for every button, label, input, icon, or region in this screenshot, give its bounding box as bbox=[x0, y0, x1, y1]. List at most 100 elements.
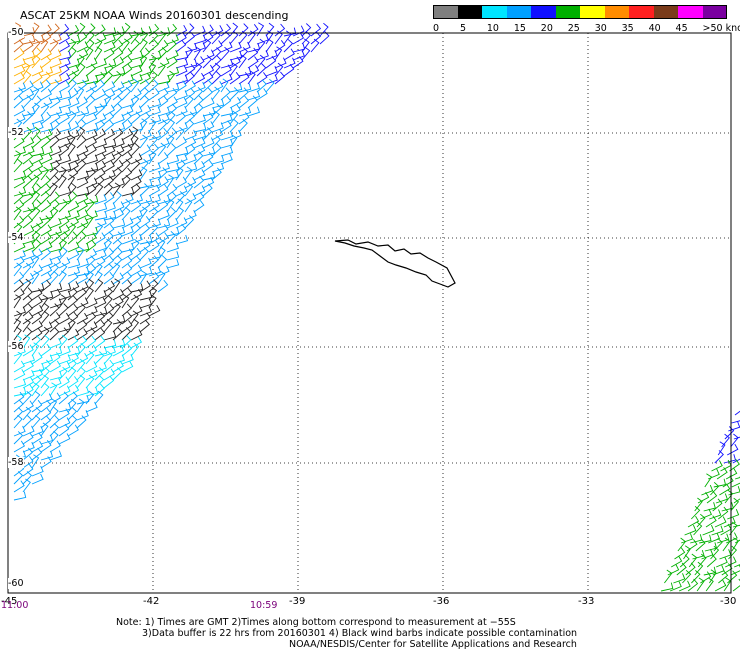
wind-barb bbox=[247, 64, 260, 77]
wind-barb bbox=[121, 263, 133, 277]
wind-barb bbox=[220, 58, 234, 69]
wind-barb bbox=[723, 454, 737, 464]
wind-barb bbox=[58, 385, 71, 397]
wind-barb bbox=[58, 199, 69, 213]
wind-barb bbox=[31, 86, 40, 101]
wind-barb bbox=[67, 167, 79, 181]
wind-barb bbox=[211, 47, 222, 61]
wind-barb bbox=[202, 127, 213, 141]
wind-barb bbox=[175, 234, 189, 245]
wind-barb bbox=[13, 271, 25, 285]
wind-barb bbox=[103, 280, 116, 293]
wind-barb bbox=[166, 103, 177, 117]
wind-barb bbox=[22, 80, 34, 93]
wind-barb bbox=[22, 160, 34, 173]
wind-barb bbox=[49, 66, 62, 77]
wind-barb bbox=[76, 74, 90, 85]
wind-barb bbox=[103, 192, 115, 205]
lat-label-58: -58 bbox=[8, 457, 24, 468]
wind-barb bbox=[13, 310, 23, 325]
wind-barb bbox=[686, 539, 698, 552]
wind-barb bbox=[67, 216, 80, 229]
wind-barb bbox=[121, 255, 133, 269]
wind-barb bbox=[202, 137, 215, 149]
wind-barb bbox=[229, 129, 242, 141]
wind-barb bbox=[121, 138, 134, 149]
wind-barb bbox=[94, 249, 107, 261]
wind-barb bbox=[166, 39, 177, 53]
wind-barb bbox=[676, 562, 687, 576]
lat-label-54: -54 bbox=[8, 232, 24, 243]
wind-barb bbox=[247, 47, 259, 61]
legend-swatch bbox=[653, 5, 678, 19]
wind-barb bbox=[49, 175, 60, 189]
wind-barb bbox=[76, 107, 90, 117]
wind-barb bbox=[139, 87, 150, 101]
wind-barb bbox=[184, 71, 195, 85]
wind-barb bbox=[238, 72, 250, 85]
wind-barb bbox=[40, 191, 51, 205]
wind-barb bbox=[696, 577, 705, 592]
wind-barb bbox=[184, 111, 195, 125]
wind-barb bbox=[22, 94, 32, 109]
wind-barb bbox=[67, 88, 79, 101]
wind-barb bbox=[49, 74, 62, 85]
wind-barb bbox=[40, 79, 51, 93]
wind-barb bbox=[76, 352, 89, 365]
wind-barb bbox=[669, 580, 682, 592]
wind-barb bbox=[49, 166, 59, 181]
wind-barb bbox=[58, 423, 70, 437]
wind-barb bbox=[76, 302, 86, 317]
wind-barb bbox=[103, 287, 114, 301]
wind-barb bbox=[728, 421, 740, 432]
wind-barb bbox=[121, 38, 130, 53]
wind-barb bbox=[166, 217, 179, 229]
wind-barb bbox=[67, 272, 79, 285]
wind-barb bbox=[103, 104, 116, 117]
wind-barb bbox=[31, 328, 43, 341]
wind-barb bbox=[85, 183, 97, 197]
wind-barb bbox=[49, 199, 60, 213]
wind-barb bbox=[76, 145, 89, 157]
wind-barb bbox=[139, 257, 152, 269]
wind-barb bbox=[157, 113, 170, 125]
wind-barb bbox=[58, 154, 71, 165]
wind-barb bbox=[697, 491, 710, 504]
wind-barb bbox=[49, 319, 60, 333]
wind-barb bbox=[103, 41, 116, 53]
wind-barb bbox=[94, 79, 105, 93]
wind-barb bbox=[112, 344, 125, 357]
wind-barb bbox=[13, 326, 22, 341]
wind-barb bbox=[94, 46, 103, 61]
wind-barb bbox=[274, 71, 285, 85]
wind-barb bbox=[22, 250, 35, 261]
wind-barb bbox=[292, 32, 305, 45]
wind-barb bbox=[85, 57, 98, 69]
wind-barb bbox=[85, 361, 98, 373]
wind-barb bbox=[58, 166, 67, 181]
wind-barb bbox=[103, 27, 117, 37]
wind-barb bbox=[49, 283, 63, 293]
wind-barb bbox=[130, 272, 142, 285]
wind-barb bbox=[40, 415, 51, 429]
wind-barb bbox=[229, 30, 239, 45]
wind-barb bbox=[76, 246, 85, 261]
wind-barb bbox=[175, 97, 188, 109]
wind-barb bbox=[31, 95, 42, 109]
wind-barb bbox=[94, 88, 107, 101]
wind-barb bbox=[157, 47, 168, 61]
wind-barb bbox=[13, 250, 26, 261]
wind-barb bbox=[148, 218, 161, 229]
wind-barb bbox=[184, 106, 198, 117]
wind-barb bbox=[49, 382, 58, 397]
wind-barb bbox=[49, 91, 63, 101]
lon-label-45: -45 bbox=[1, 596, 18, 607]
wind-barb bbox=[58, 257, 71, 269]
wind-barb bbox=[85, 369, 98, 381]
wind-barb bbox=[13, 294, 22, 309]
wind-barb bbox=[58, 224, 71, 237]
wind-barb bbox=[22, 354, 35, 365]
wind-barb bbox=[121, 158, 131, 173]
wind-barb bbox=[22, 262, 32, 277]
wind-barb bbox=[130, 194, 143, 205]
